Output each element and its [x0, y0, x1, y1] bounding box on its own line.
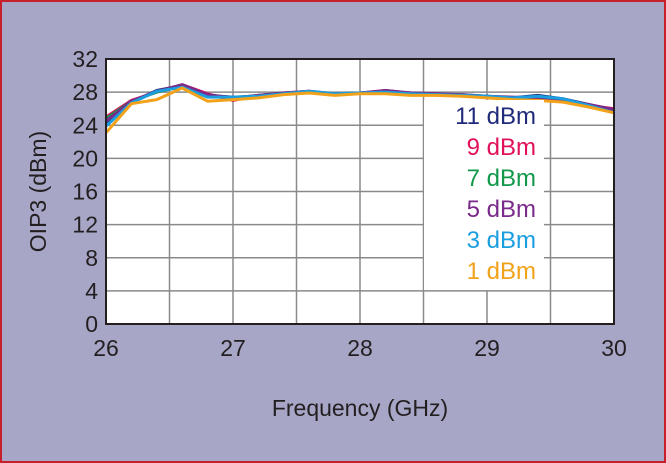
y-axis-label: OIP3 (dBm) [25, 131, 51, 252]
y-tick-label: 16 [72, 179, 98, 205]
legend-entry: 9 dBm [467, 134, 536, 161]
legend-background [424, 100, 544, 290]
y-tick-label: 24 [72, 112, 98, 138]
legend: 11 dBm 9 dBm 7 dBm 5 dBm 3 dBm 1 dBm [424, 100, 544, 290]
legend-entry: 7 dBm [467, 165, 536, 192]
plot-border [105, 58, 615, 325]
y-tick-label: 28 [72, 79, 98, 105]
y-tick-label: 4 [85, 278, 98, 304]
y-tick-label: 12 [72, 212, 98, 238]
y-tick-label: 20 [72, 145, 98, 171]
legend-entry: 5 dBm [467, 196, 536, 223]
x-tick-label: 27 [220, 335, 246, 361]
x-tick-label: 30 [601, 335, 627, 361]
y-tick-label: 32 [72, 46, 98, 72]
y-tick-label: 8 [85, 245, 98, 271]
x-tick-label: 26 [93, 335, 119, 361]
x-tick-label: 28 [347, 335, 373, 361]
legend-entry: 11 dBm [455, 103, 536, 130]
x-tick-label: 29 [474, 335, 500, 361]
legend-entry: 3 dBm [467, 227, 536, 254]
y-tick-label: 0 [85, 311, 98, 337]
x-axis-label: Frequency (GHz) [272, 395, 448, 421]
tick-labels: 0 4 8 12 16 20 24 28 32 26 27 28 29 30 [72, 46, 626, 361]
legend-entry: 1 dBm [467, 258, 536, 285]
